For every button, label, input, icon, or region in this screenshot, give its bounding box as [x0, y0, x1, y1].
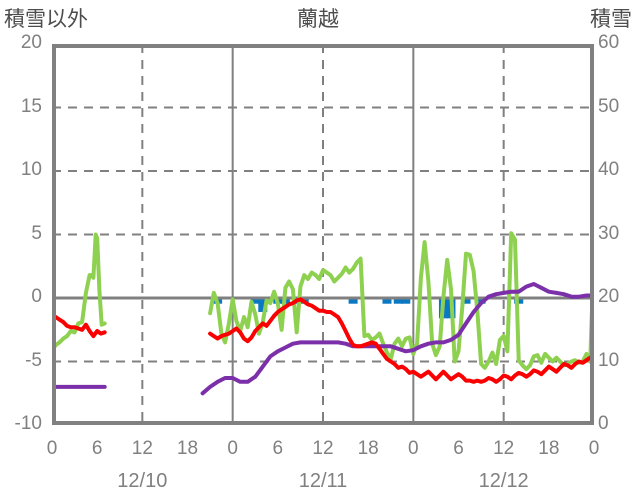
y-tick-right-60: 60 — [598, 32, 620, 53]
y-tick-left-5: 5 — [31, 222, 42, 244]
y-tick-right-20: 20 — [598, 286, 620, 307]
gridlines — [52, 44, 594, 425]
x-tick-6: 12 — [312, 438, 334, 459]
x-tick-8: 0 — [408, 438, 419, 459]
x-tick-3: 18 — [176, 438, 199, 459]
plot-frame — [52, 44, 594, 425]
x-tick-1: 6 — [91, 438, 103, 459]
y-tick-left-0: 0 — [31, 286, 42, 307]
x-tick-9: 6 — [453, 438, 464, 459]
x-tick-2: 12 — [131, 438, 153, 459]
x-tick-5: 6 — [272, 438, 284, 459]
day-label-12-11: 12/11 — [298, 470, 348, 492]
y-tick-right-0: 0 — [598, 413, 609, 434]
y-tick-right-40: 40 — [598, 159, 620, 180]
x-tick-4: 0 — [227, 438, 238, 459]
data-series — [52, 231, 594, 396]
x-tick-0: 0 — [46, 438, 58, 459]
y-tick-left-10: 10 — [20, 159, 42, 180]
y-tick-left--10: -10 — [14, 413, 42, 434]
y-tick-left-15: 15 — [20, 95, 42, 117]
plot-area — [52, 44, 594, 425]
x-tick-11: 18 — [538, 438, 560, 459]
day-label-12-12: 12/12 — [478, 470, 529, 492]
x-tick-7: 18 — [357, 438, 379, 459]
chart-title: 蘭越 — [297, 8, 339, 31]
right-axis-title: 積雪 — [590, 8, 632, 31]
y-tick-right-10: 10 — [598, 349, 620, 371]
day-label-12-10: 12/10 — [117, 470, 168, 492]
x-tick-12: 0 — [588, 438, 600, 459]
left-axis-title: 積雪以外 — [4, 8, 88, 31]
y-tick-right-50: 50 — [598, 95, 620, 117]
y-tick-left-20: 20 — [20, 32, 42, 53]
y-tick-right-30: 30 — [598, 222, 620, 244]
y-tick-left--5: -5 — [25, 349, 42, 371]
chart-canvas — [52, 44, 594, 425]
x-tick-10: 12 — [493, 438, 515, 459]
